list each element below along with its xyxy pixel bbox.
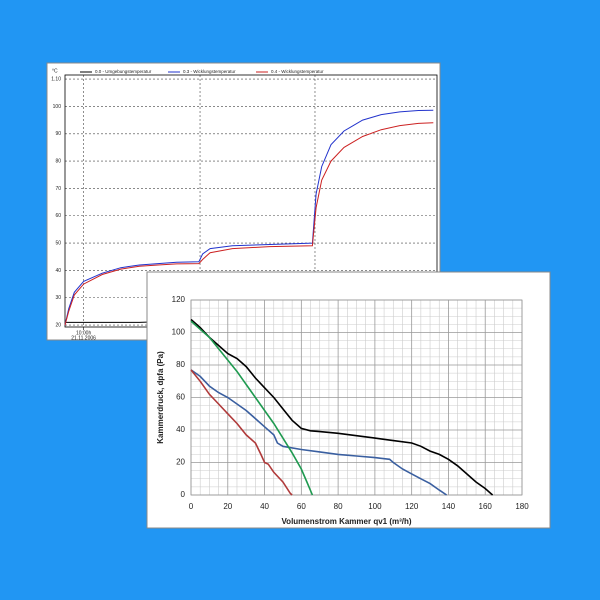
x-tick-label: 0 — [189, 502, 194, 511]
y-tick-label: 50 — [55, 240, 61, 246]
x-axis-title: Volumenstrom Kammer qv1 (m³/h) — [281, 517, 411, 526]
data-line — [190, 369, 448, 496]
x-tick-label: 40 — [260, 502, 269, 511]
y-tick-label: 60 — [176, 393, 185, 402]
y-tick-label: 0 — [181, 490, 186, 499]
y-tick-label: 90 — [55, 131, 61, 137]
x-tick-label: 160 — [479, 502, 493, 511]
y-tick-label: 80 — [55, 158, 61, 164]
y-tick-label: 100 — [53, 104, 62, 110]
x-tick-label: 60 — [297, 502, 306, 511]
data-line — [64, 109, 434, 326]
y-tick-label: 40 — [55, 268, 61, 274]
x-tick-label: 100 — [368, 502, 382, 511]
y-tick-label: 60 — [55, 213, 61, 219]
legend-label: 0.4 - Wicklungstemperatur — [271, 69, 324, 74]
x-tick-label: 10:00h — [76, 330, 92, 336]
x-tick-label: 120 — [405, 502, 419, 511]
y-tick-label: 20 — [55, 322, 61, 328]
data-line — [190, 320, 314, 496]
y-tick-label: 30 — [55, 295, 61, 301]
y-axis-title: Kammerdruck, dpfa (Pa) — [156, 351, 165, 444]
legend-label: 0.3 - Wicklungstemperatur — [183, 69, 236, 74]
y-tick-label: 80 — [176, 360, 185, 369]
y-tick-label: 100 — [172, 328, 186, 337]
y-tick-label: 20 — [176, 458, 185, 467]
legend-label: 0.0 - Umgebungstemperatur — [95, 69, 152, 74]
front-panel — [146, 271, 551, 529]
x-tick-label: 20 — [223, 502, 232, 511]
x-tick-label: 180 — [515, 502, 529, 511]
x-date-label: 21.11.2006 — [71, 335, 96, 341]
y-tick-label: 40 — [176, 425, 185, 434]
y-tick-label: 120 — [172, 295, 186, 304]
x-tick-label: 140 — [442, 502, 456, 511]
y-unit: °C — [52, 68, 58, 74]
x-tick-label: 80 — [334, 502, 343, 511]
data-line — [190, 369, 293, 496]
y-tick-label: 1.10 — [51, 76, 61, 82]
data-line — [190, 318, 494, 496]
y-tick-label: 70 — [55, 186, 61, 192]
data-line — [64, 122, 434, 326]
plot-frame — [190, 299, 523, 496]
